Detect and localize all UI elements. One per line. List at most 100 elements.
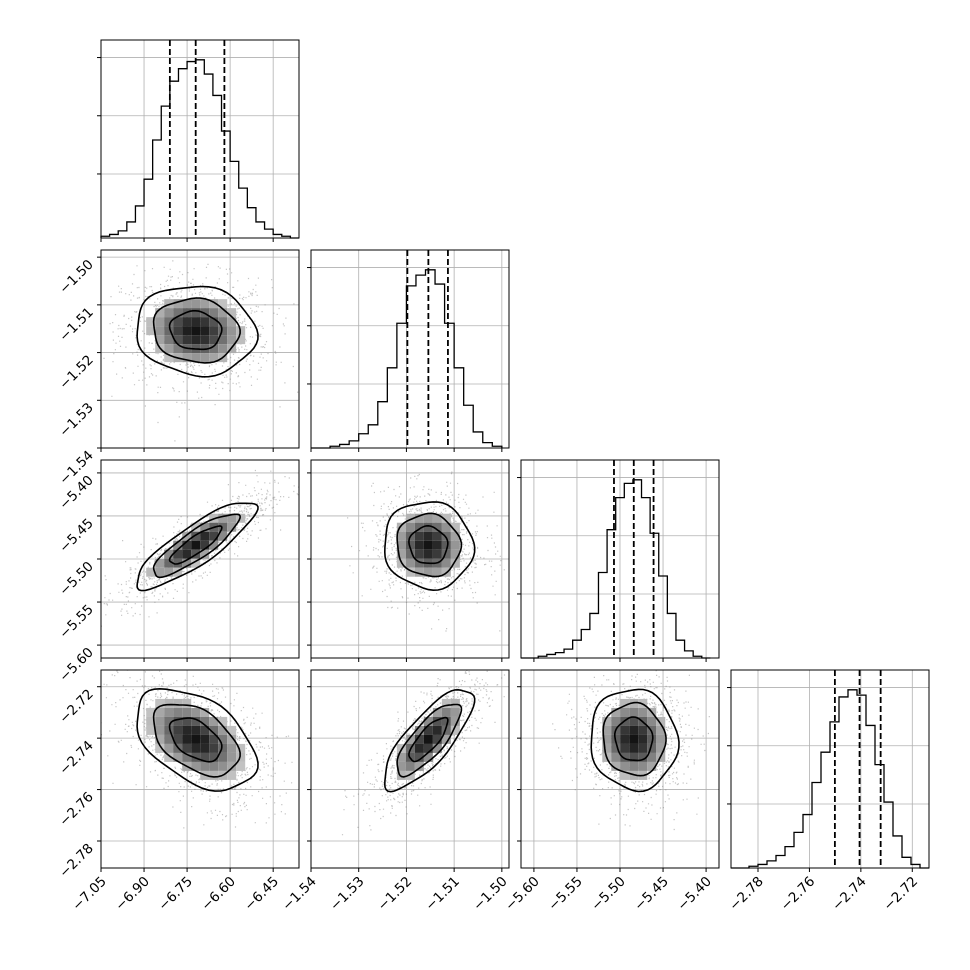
density-cell-2-0 bbox=[191, 531, 201, 541]
density-cell-3-0 bbox=[182, 743, 192, 753]
density-cell-3-0 bbox=[200, 707, 210, 717]
density-cell-1-0 bbox=[200, 317, 210, 327]
density-cell-3-1 bbox=[405, 770, 415, 780]
density-cell-2-1 bbox=[432, 531, 442, 541]
contour-3-0-0 bbox=[168, 717, 223, 763]
density-cell-2-0 bbox=[182, 540, 192, 550]
density-cell-1-0 bbox=[191, 317, 201, 327]
density-cell-3-2 bbox=[602, 725, 612, 735]
density-cell-2-1 bbox=[405, 513, 415, 523]
contour-3-0-1 bbox=[152, 703, 241, 778]
density-cell-3-0 bbox=[200, 761, 210, 771]
density-cell-3-2 bbox=[602, 716, 612, 726]
y-tick-label-2-0: −5.60 bbox=[56, 645, 97, 686]
density-cell-2-1 bbox=[423, 549, 433, 559]
density-cell-3-1 bbox=[414, 752, 424, 762]
density-cell-3-2 bbox=[620, 734, 630, 744]
density-cell-3-2 bbox=[656, 734, 666, 744]
density-cell-3-0 bbox=[164, 752, 174, 762]
density-cell-1-0 bbox=[164, 326, 174, 336]
density-cell-1-0 bbox=[209, 353, 219, 363]
x-tick-label-1-4: −1.50 bbox=[470, 874, 511, 915]
density-cell-3-0 bbox=[191, 761, 201, 771]
density-cell-3-1 bbox=[414, 725, 424, 735]
density-cell-3-0 bbox=[227, 734, 237, 744]
density-cell-1-0 bbox=[155, 326, 165, 336]
density-cell-3-0 bbox=[164, 707, 174, 717]
density-cell-1-0 bbox=[218, 335, 228, 345]
density-cell-1-0 bbox=[209, 299, 219, 309]
density-cell-2-1 bbox=[432, 540, 442, 550]
density-cell-2-1 bbox=[414, 558, 424, 568]
density-cell-3-1 bbox=[432, 716, 442, 726]
density-cell-1-0 bbox=[155, 308, 165, 318]
density-cell-3-0 bbox=[218, 725, 228, 735]
density-cell-3-0 bbox=[146, 716, 156, 726]
density-cell-3-0 bbox=[146, 725, 156, 735]
density-cell-3-1 bbox=[405, 734, 415, 744]
density-cell-1-0 bbox=[227, 326, 237, 336]
contour-3-2-2 bbox=[590, 688, 680, 793]
density-cell-3-0 bbox=[173, 725, 183, 735]
density-cell-1-0 bbox=[191, 335, 201, 345]
density-cell-2-1 bbox=[432, 513, 442, 523]
x-tick-label-2-2: −5.50 bbox=[588, 874, 629, 915]
contour-2-0-0 bbox=[168, 525, 223, 565]
density-cell-2-1 bbox=[432, 567, 442, 577]
density-cell-1-0 bbox=[173, 299, 183, 309]
density-cell-3-0 bbox=[200, 734, 210, 744]
hist-step-2 bbox=[521, 479, 711, 659]
density-cell-3-0 bbox=[227, 770, 237, 780]
density-cell-2-1 bbox=[450, 558, 460, 568]
density-cell-3-2 bbox=[638, 761, 648, 771]
density-cell-1-0 bbox=[209, 326, 219, 336]
density-cell-3-0 bbox=[209, 716, 219, 726]
contour-3-1-2 bbox=[383, 688, 476, 793]
density-cell-2-0 bbox=[218, 531, 228, 541]
density-cell-1-0 bbox=[218, 317, 228, 327]
density-cell-1-0 bbox=[146, 317, 156, 327]
y-tick-label-3-2: −2.74 bbox=[56, 738, 97, 779]
density-cell-3-0 bbox=[191, 707, 201, 717]
density-cell-2-1 bbox=[423, 540, 433, 550]
density-cell-1-0 bbox=[173, 335, 183, 345]
x-tick-label-3-1: −2.76 bbox=[778, 874, 819, 915]
density-cell-3-0 bbox=[182, 734, 192, 744]
x-tick-label-1-1: −1.53 bbox=[327, 874, 368, 915]
density-cell-3-1 bbox=[432, 725, 442, 735]
x-tick-label-0-2: −6.75 bbox=[155, 874, 196, 915]
x-tick-label-2-3: −5.45 bbox=[631, 874, 672, 915]
density-cell-3-1 bbox=[396, 770, 406, 780]
density-cell-3-0 bbox=[236, 761, 246, 771]
density-cell-3-2 bbox=[602, 743, 612, 753]
density-cell-3-1 bbox=[396, 761, 406, 771]
hist-frame-1 bbox=[310, 249, 510, 449]
density-cell-2-0 bbox=[155, 558, 165, 568]
density-cell-2-1 bbox=[432, 549, 442, 559]
density-cell-3-0 bbox=[173, 752, 183, 762]
hist-panel-0 bbox=[97, 39, 300, 242]
density-cell-1-0 bbox=[218, 344, 228, 354]
density-cell-1-0 bbox=[227, 335, 237, 345]
density-cell-3-2 bbox=[629, 734, 639, 744]
density-cell-2-0 bbox=[218, 513, 228, 523]
density-cell-3-0 bbox=[191, 716, 201, 726]
density-cell-3-2 bbox=[638, 707, 648, 717]
density-cell-3-0 bbox=[200, 743, 210, 753]
y-tick-label-2-2: −5.50 bbox=[56, 559, 97, 600]
density-cell-2-1 bbox=[414, 522, 424, 532]
contour-3-2-0 bbox=[614, 716, 654, 762]
density-cell-3-0 bbox=[209, 761, 219, 771]
density-cell-2-1 bbox=[414, 549, 424, 559]
density-cell-1-0 bbox=[209, 308, 219, 318]
density-cell-2-1 bbox=[423, 513, 433, 523]
density-cell-3-1 bbox=[441, 725, 451, 735]
density-cell-3-1 bbox=[423, 743, 433, 753]
density-cell-2-0 bbox=[200, 549, 210, 559]
density-cell-3-0 bbox=[200, 725, 210, 735]
density-cell-1-0 bbox=[146, 326, 156, 336]
scatter-frame-1-0 bbox=[100, 249, 300, 449]
density-cell-2-1 bbox=[405, 522, 415, 532]
y-tick-label-1-3: −1.51 bbox=[56, 304, 97, 345]
